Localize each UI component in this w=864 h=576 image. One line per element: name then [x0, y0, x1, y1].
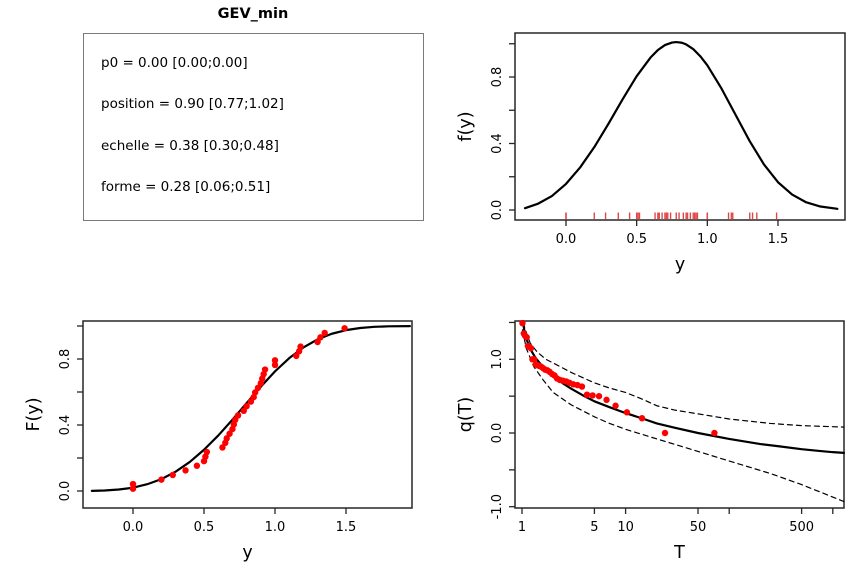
x-tick-label: 1.0 [697, 232, 718, 247]
data-point [519, 319, 526, 327]
data-point [520, 330, 527, 337]
x-tick-label: 10 [617, 520, 634, 535]
x-tick-label: 0.5 [194, 520, 215, 535]
data-point [317, 334, 324, 341]
plot-box [514, 32, 846, 221]
y-tick-label: 0.8 [490, 67, 505, 88]
data-point [219, 444, 226, 451]
data-point [234, 412, 242, 419]
data-point [129, 480, 137, 488]
x-tick-label: 50 [690, 520, 707, 535]
data-point [314, 338, 321, 346]
data-point [243, 402, 250, 410]
x-tick-label: 1 [518, 520, 526, 535]
x-axis: 0.0 0.5 1.0 1.5 y [123, 508, 357, 563]
data-point [158, 476, 165, 483]
x-axis-title: T [673, 543, 685, 563]
data-point [297, 343, 304, 350]
data-point [524, 342, 532, 350]
data-point [532, 361, 540, 368]
data-point [223, 435, 230, 442]
parameters-box: p0 = 0.00 [0.00;0.00] position = 0.90 [0… [83, 33, 424, 221]
data-point [182, 467, 189, 474]
return-period-panel: 1 5 10 50 500 T -1.0 0.0 1.0 q(T) [456, 319, 845, 563]
data-point [529, 356, 536, 363]
data-point [129, 485, 137, 492]
param-line-forme: forme = 0.28 [0.06;0.51] [101, 179, 271, 195]
y-tick-label: 0.4 [58, 415, 73, 436]
y-tick-label: -1.0 [490, 494, 505, 519]
y-tick-label: 0.8 [58, 349, 73, 370]
x-tick-label: 0.5 [626, 232, 647, 247]
data-point [603, 396, 610, 404]
y-tick-label: 0.0 [490, 423, 505, 444]
data-points [519, 319, 718, 437]
data-point [589, 392, 596, 399]
data-point [321, 329, 328, 337]
x-axis-title: y [242, 543, 252, 563]
parameters-panel: GEV_min p0 = 0.00 [0.00;0.00] position =… [0, 0, 432, 288]
fitted-density-curve [523, 40, 839, 210]
x-axis: 1 5 10 50 500 T [518, 508, 834, 563]
x-tick-label: 5 [590, 520, 598, 535]
data-point [271, 361, 279, 369]
y-tick-label: 0.4 [490, 133, 505, 154]
y-axis: 0.0 0.4 0.8 f(y) [456, 43, 515, 221]
cdf-panel: 0.0 0.5 1.0 1.5 y 0.0 0.4 0.8 F(y) [24, 320, 413, 563]
confidence-band-lower [521, 329, 845, 503]
param-line-position: position = 0.90 [0.77;1.02] [101, 96, 284, 112]
y-tick-label: 0.0 [490, 200, 505, 221]
data-point [254, 384, 262, 392]
data-point [203, 448, 211, 456]
x-axis: 0.0 0.5 1.0 1.5 y [556, 220, 789, 275]
x-tick-label: 0.0 [556, 232, 577, 247]
data-point [623, 409, 631, 416]
plot-box [514, 320, 845, 509]
y-axis: -1.0 0.0 1.0 q(T) [456, 321, 515, 519]
y-axis-title: F(y) [24, 397, 44, 431]
data-point [193, 462, 201, 469]
rug-marks [565, 212, 778, 219]
data-point [612, 402, 619, 409]
y-axis-title: f(y) [456, 111, 476, 141]
x-tick-label: 500 [789, 520, 814, 535]
data-point [271, 357, 279, 364]
figure-title: GEV_min [217, 6, 289, 22]
y-tick-label: 0.0 [58, 481, 73, 502]
x-tick-label: 1.5 [768, 232, 789, 247]
x-tick-label: 1.5 [336, 520, 357, 535]
data-point [661, 429, 669, 437]
data-point [711, 429, 718, 437]
param-line-echelle: echelle = 0.38 [0.30;0.48] [101, 138, 279, 154]
data-points [129, 325, 348, 492]
data-point [251, 389, 259, 396]
data-point [595, 392, 603, 400]
data-point [583, 391, 591, 398]
y-axis: 0.0 0.4 0.8 F(y) [24, 325, 83, 502]
plot-box [82, 320, 413, 509]
confidence-band-upper [522, 320, 845, 428]
y-axis-title: q(T) [456, 397, 476, 432]
fitted-cdf-curve [90, 325, 411, 492]
x-axis-title: y [675, 255, 685, 275]
density-panel: 0.0 0.5 1.0 1.5 y 0.0 0.4 0.8 f(y) [456, 32, 846, 275]
data-point [240, 407, 247, 415]
data-point [226, 430, 233, 437]
x-tick-label: 0.0 [123, 520, 144, 535]
data-point [261, 366, 269, 373]
x-tick-label: 1.0 [265, 520, 286, 535]
data-point [169, 471, 176, 479]
y-tick-label: 1.0 [490, 349, 505, 370]
param-line-p0: p0 = 0.00 [0.00;0.00] [101, 55, 248, 71]
data-point [341, 325, 348, 332]
data-point [293, 352, 300, 360]
data-point [638, 415, 646, 422]
